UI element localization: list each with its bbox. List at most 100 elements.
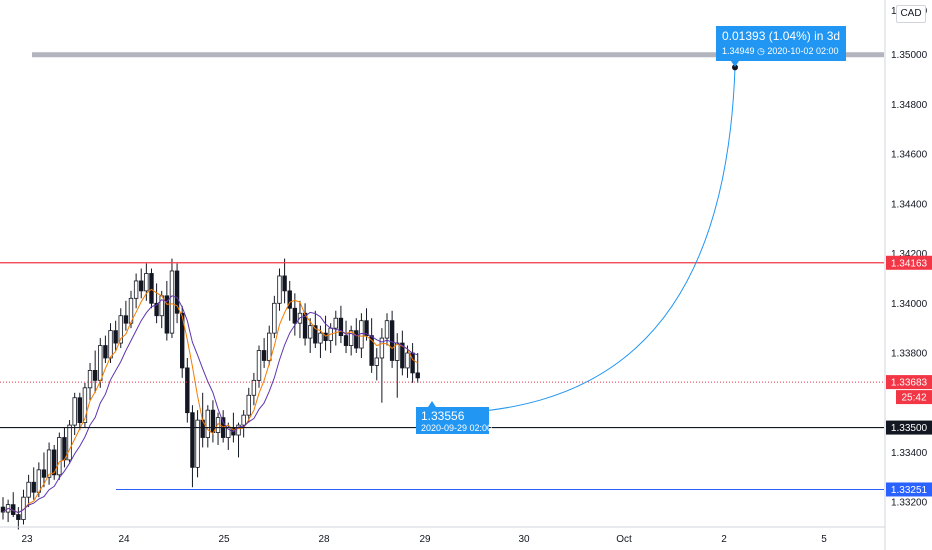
candle: [272, 295, 277, 339]
start-callout-box: [416, 401, 489, 434]
candle-body: [205, 409, 210, 438]
candle-body: [67, 424, 72, 461]
candle: [144, 263, 149, 301]
time-tick-label: 28: [318, 534, 330, 545]
candle-body: [313, 325, 318, 344]
price-tick-label: 1.34600: [891, 150, 928, 161]
candle: [31, 467, 36, 500]
change-label: 0.01393 (1.04%) in 3d: [722, 29, 840, 43]
candle: [246, 387, 251, 423]
candle: [57, 432, 62, 480]
candle-body: [272, 302, 277, 334]
current-tag-text: 1.33683: [891, 378, 928, 389]
candle: [374, 348, 379, 381]
candle-body: [26, 481, 31, 498]
candle: [139, 268, 144, 299]
candle: [282, 258, 287, 304]
candle-body: [72, 397, 77, 426]
projection-end-point[interactable]: [732, 64, 738, 71]
end-price: 1.34949: [722, 46, 755, 56]
candle: [67, 420, 72, 463]
time-tick-label: 30: [518, 534, 530, 545]
candle-body: [384, 320, 390, 339]
candle-body: [154, 302, 159, 317]
low-tag-box: [886, 482, 932, 497]
low-price-tag: 1.33251: [886, 482, 932, 497]
candle: [185, 357, 190, 423]
candle-body: [292, 307, 298, 324]
time-axis-ticks[interactable]: 23 24 25 28 29 30 Oct 2 5: [21, 534, 827, 545]
candle-body: [405, 352, 410, 369]
price-tick-label: 1.34400: [891, 199, 928, 210]
candle: [251, 372, 257, 406]
candle-body: [277, 275, 282, 304]
target-level-band[interactable]: [32, 52, 884, 58]
candle-body: [113, 330, 118, 344]
low-tag-text: 1.33251: [891, 485, 928, 496]
candle-body: [369, 335, 374, 366]
candle-body: [103, 345, 108, 359]
candle-body: [374, 357, 379, 366]
candle-body: [174, 270, 180, 314]
projection-start-callout: 1.33556 2020-09-29 02:00: [416, 401, 492, 434]
candle-body: [190, 412, 195, 468]
candle: [333, 310, 338, 346]
price-tick-label: 1.35000: [891, 50, 928, 61]
candle: [174, 263, 180, 324]
projection-curve[interactable]: [431, 67, 736, 415]
candle-body: [108, 330, 113, 359]
candles-layer: [0, 258, 420, 530]
candle-body: [318, 332, 323, 344]
clock-icon: ◷: [755, 46, 768, 56]
price-tick-label: 1.33400: [891, 448, 928, 459]
candle: [0, 497, 6, 520]
current-price-tag: 1.33683 25:42: [886, 375, 932, 405]
candle: [400, 330, 405, 376]
candle: [323, 315, 328, 351]
candle-body: [46, 449, 52, 478]
countdown-tag-text: 25:42: [901, 393, 926, 404]
candle: [118, 308, 123, 349]
candle: [379, 328, 385, 403]
candle-body: [302, 312, 308, 339]
candle-body: [87, 370, 93, 389]
candle-body: [236, 424, 241, 436]
time-tick-label: 24: [118, 534, 130, 545]
support-price-tag: 1.33500: [886, 420, 932, 435]
price-tick-label: 1.34800: [891, 100, 928, 111]
candle-body: [52, 449, 57, 476]
candle: [338, 305, 344, 344]
candle-body: [98, 345, 103, 381]
candle-body: [179, 312, 185, 369]
candle-body: [77, 397, 82, 424]
time-tick-label: 2: [721, 534, 727, 545]
candle: [72, 392, 77, 436]
end-callout-box: [716, 26, 846, 67]
candle: [82, 382, 88, 428]
time-tick-label: 5: [821, 534, 827, 545]
candle: [16, 507, 21, 530]
candle-body: [307, 325, 313, 339]
candle: [133, 273, 139, 309]
currency-button[interactable]: CAD: [896, 5, 926, 23]
candle-body: [149, 273, 154, 304]
candle-body: [210, 409, 216, 433]
candle: [123, 300, 129, 331]
candle-body: [379, 337, 385, 359]
price-axis-ticks[interactable]: 1.35000 1.34800 1.34600 1.34400 1.34200 1.340…: [891, 6, 928, 509]
candle: [164, 280, 170, 341]
candle-body: [57, 437, 62, 476]
candle: [77, 392, 82, 431]
candle-body: [144, 273, 149, 292]
resistance-tag-box: [886, 255, 932, 270]
candle: [190, 405, 195, 488]
candle-body: [82, 387, 88, 424]
candle-body: [169, 270, 175, 334]
candle-body: [16, 514, 21, 520]
candle-body: [118, 315, 123, 344]
candle: [287, 280, 292, 321]
candle: [307, 318, 313, 354]
candle-body: [246, 394, 251, 416]
candle-body: [338, 317, 344, 337]
